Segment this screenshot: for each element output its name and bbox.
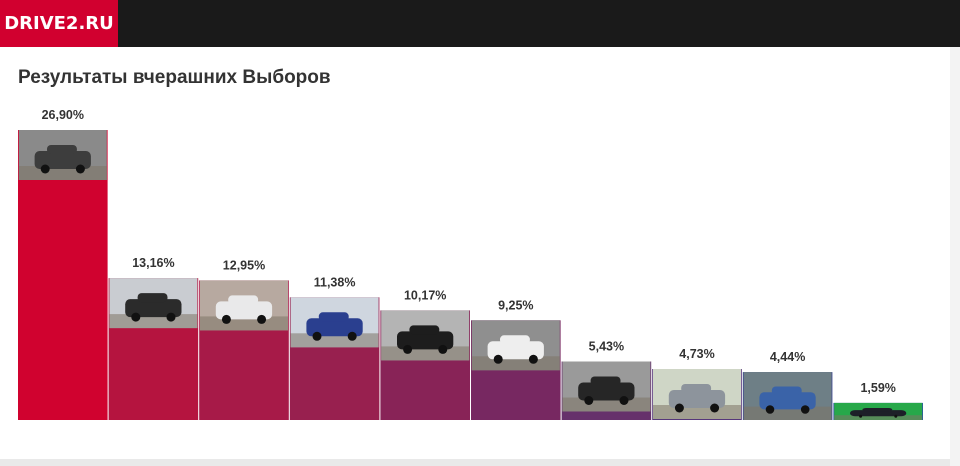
percentage-label: 11,38% [314, 275, 356, 289]
result-column[interactable]: 13,16% [108, 256, 199, 420]
result-column[interactable]: 9,25% [471, 298, 561, 420]
card-edge [950, 47, 960, 466]
percentage-label: 5,43% [589, 340, 624, 354]
percentage-label: 4,44% [770, 350, 805, 364]
car-photo-thumbnail[interactable] [290, 297, 379, 348]
car-photo-thumbnail[interactable] [743, 372, 832, 420]
drive2-logo[interactable]: DRIVE2.RU [0, 0, 118, 47]
car-photo-thumbnail[interactable] [471, 320, 560, 371]
result-column[interactable]: 11,38% [289, 275, 380, 420]
car-photo-thumbnail[interactable] [109, 278, 198, 329]
percentage-label: 12,95% [223, 258, 265, 272]
section-title: Результаты вчерашних Выборов [18, 67, 331, 88]
car-photo-thumbnail[interactable] [653, 369, 741, 419]
result-column[interactable]: 10,17% [380, 288, 470, 420]
percentage-label: 26,90% [42, 108, 84, 122]
percentage-label: 9,25% [498, 298, 533, 312]
percentage-label: 10,17% [404, 288, 446, 302]
car-photo-thumbnail[interactable] [381, 310, 470, 361]
result-column[interactable]: 26,90% [18, 108, 108, 420]
result-column[interactable]: 12,95% [199, 258, 289, 420]
top-navigation-bar [0, 0, 960, 47]
car-photo-thumbnail[interactable] [200, 280, 288, 331]
percentage-label: 4,73% [679, 347, 714, 361]
car-photo-thumbnail[interactable] [18, 130, 107, 180]
car-photo-thumbnail[interactable] [834, 402, 923, 420]
percentage-label: 13,16% [132, 256, 174, 270]
result-column[interactable]: 5,43% [561, 340, 652, 421]
result-column[interactable]: 4,73% [652, 347, 742, 420]
car-photo-thumbnail[interactable] [562, 361, 651, 412]
result-column[interactable]: 1,59% [833, 381, 923, 420]
percentage-label: 1,59% [860, 381, 895, 395]
result-column[interactable]: 4,44% [742, 350, 833, 420]
